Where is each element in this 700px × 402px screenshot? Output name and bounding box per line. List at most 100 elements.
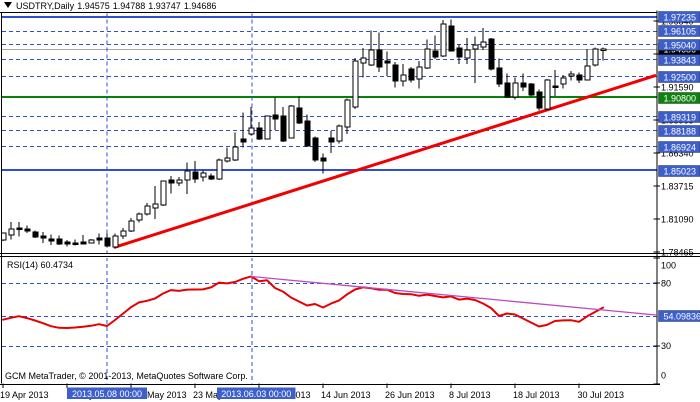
candle-2013-05-10 [120, 228, 127, 240]
main-price-window[interactable] [1, 13, 657, 255]
candle-2013-07-25 [552, 69, 559, 97]
rsi-indicator-label: RSI(14) 60.4734 [7, 260, 73, 270]
candle-2013-06-17 [328, 131, 335, 153]
candle-2013-05-09 [112, 233, 119, 249]
axis-box-label: 1.92500 [664, 72, 697, 82]
candle-body-bear [504, 82, 511, 98]
open-value: 1.94575 [77, 1, 110, 11]
candle-body-bull [2, 232, 7, 241]
candle-body-bear [496, 67, 503, 85]
time-scale-label: 14 Jun 2013 [321, 390, 371, 400]
price-line-box-1.90800: 1.90800 [658, 92, 700, 104]
price-line-box-1.86924: 1.86924 [658, 141, 700, 153]
candle-body-bear [296, 107, 303, 124]
candle-body-bull [336, 125, 343, 142]
time-scale-label: 30 Jul 2013 [578, 390, 625, 400]
vline-time-box: 2013.06.03 00:00 [217, 387, 296, 399]
candle-2013-06-13 [312, 136, 319, 162]
rsi-line-value-box: 54.09836 [658, 310, 700, 322]
candle-body-bull [544, 79, 551, 110]
axis-box-bg [658, 25, 700, 37]
candle-2013-06-10 [288, 104, 295, 139]
candle-body-bull [360, 57, 367, 64]
ohlc-info-bar: USDTRY,Daily 1.94575 1.94788 1.93747 1.94686 [16, 1, 219, 11]
candle-body-bull [184, 170, 191, 181]
candle-2013-05-03 [80, 235, 87, 245]
candle-2013-05-29 [224, 147, 231, 163]
candle-body-bull [248, 127, 255, 135]
candle-body-bear [576, 74, 583, 81]
candle-body-bear [528, 83, 535, 96]
axis-box-bg [658, 111, 700, 123]
rsi-scale-label: 100 [661, 261, 676, 271]
candle-2013-07-24 [544, 79, 551, 111]
price-scale-label: 1.83715 [661, 182, 694, 192]
rsi-name: RSI(14) [7, 260, 39, 270]
price-line-box-1.85023: 1.85023 [658, 165, 700, 177]
candle-2013-05-22 [184, 162, 191, 194]
candle-body-bull [352, 60, 359, 108]
axis-box-bg [658, 39, 700, 51]
candle-body-bear [448, 25, 455, 52]
ascending-trendline[interactable] [113, 73, 657, 249]
candle-2013-08-01 [592, 47, 599, 67]
axis-box-bg [658, 54, 700, 66]
axis-box-label: 1.95040 [664, 40, 697, 50]
candle-body-bear [272, 114, 279, 120]
candle-body-bear [96, 237, 103, 241]
candle-body-bear [24, 228, 31, 232]
axis-box-label: 1.88188 [664, 126, 697, 136]
candle-2013-07-11 [472, 36, 479, 83]
candle-body-bull [480, 41, 487, 48]
candle-body-bear [64, 241, 71, 245]
candle-body-bull [592, 48, 599, 66]
collapse-triangle-icon[interactable] [4, 2, 12, 8]
candle-body-bear [256, 127, 263, 140]
candle-2013-06-21 [360, 47, 367, 78]
candle-body-bull [288, 105, 295, 139]
candle-2013-05-14 [136, 212, 143, 223]
candle-2013-05-31 [240, 112, 247, 148]
candle-2013-04-30 [56, 235, 63, 245]
candle-body-bull [8, 228, 15, 236]
candle-2013-06-24 [368, 30, 375, 66]
candle-body-bear [384, 60, 391, 64]
candle-2013-07-04 [432, 35, 439, 59]
candle-body-bull [472, 44, 479, 50]
candle-body-bull [368, 49, 375, 66]
candle-2013-05-30 [232, 132, 239, 162]
vline-time-box: 2013.05.08 00:00 [67, 387, 147, 399]
candle-body-bear [304, 120, 311, 147]
candle-body-bear [328, 137, 335, 143]
rsi-indicator-window[interactable] [2, 257, 657, 384]
candle-2013-07-17 [504, 73, 511, 99]
candle-2013-06-04 [256, 122, 263, 141]
axis-box-bg [658, 310, 700, 322]
candle-2013-04-25 [32, 230, 39, 238]
candle-body-bull [560, 77, 567, 85]
candle-body-bull [144, 205, 151, 215]
candle-body-bull [176, 179, 183, 184]
rsi-scale-label: 30 [661, 341, 671, 351]
rsi-descending-trendline[interactable] [250, 275, 657, 316]
candle-2013-07-29 [568, 70, 575, 81]
candle-2013-07-12 [480, 28, 487, 51]
candle-2013-07-19 [520, 73, 527, 92]
candle-2013-04-23 [16, 222, 23, 237]
candle-body-bear [208, 175, 215, 180]
axis-box-label: 54.09836 [664, 311, 700, 321]
candle-body-bull [216, 159, 223, 180]
candle-body-bull [424, 48, 431, 69]
axis-box-bg [658, 141, 700, 153]
candle-2013-07-02 [416, 60, 423, 89]
axis-box-label: 1.90800 [664, 93, 697, 103]
candle-2013-06-11 [296, 96, 303, 124]
candle-body-bear [240, 138, 247, 143]
close-value: 1.94686 [183, 1, 217, 11]
candle-body-bear [320, 157, 327, 162]
candle-2013-07-09 [456, 44, 463, 64]
candle-body-bear [552, 85, 559, 88]
candle-body-bear [536, 91, 543, 109]
